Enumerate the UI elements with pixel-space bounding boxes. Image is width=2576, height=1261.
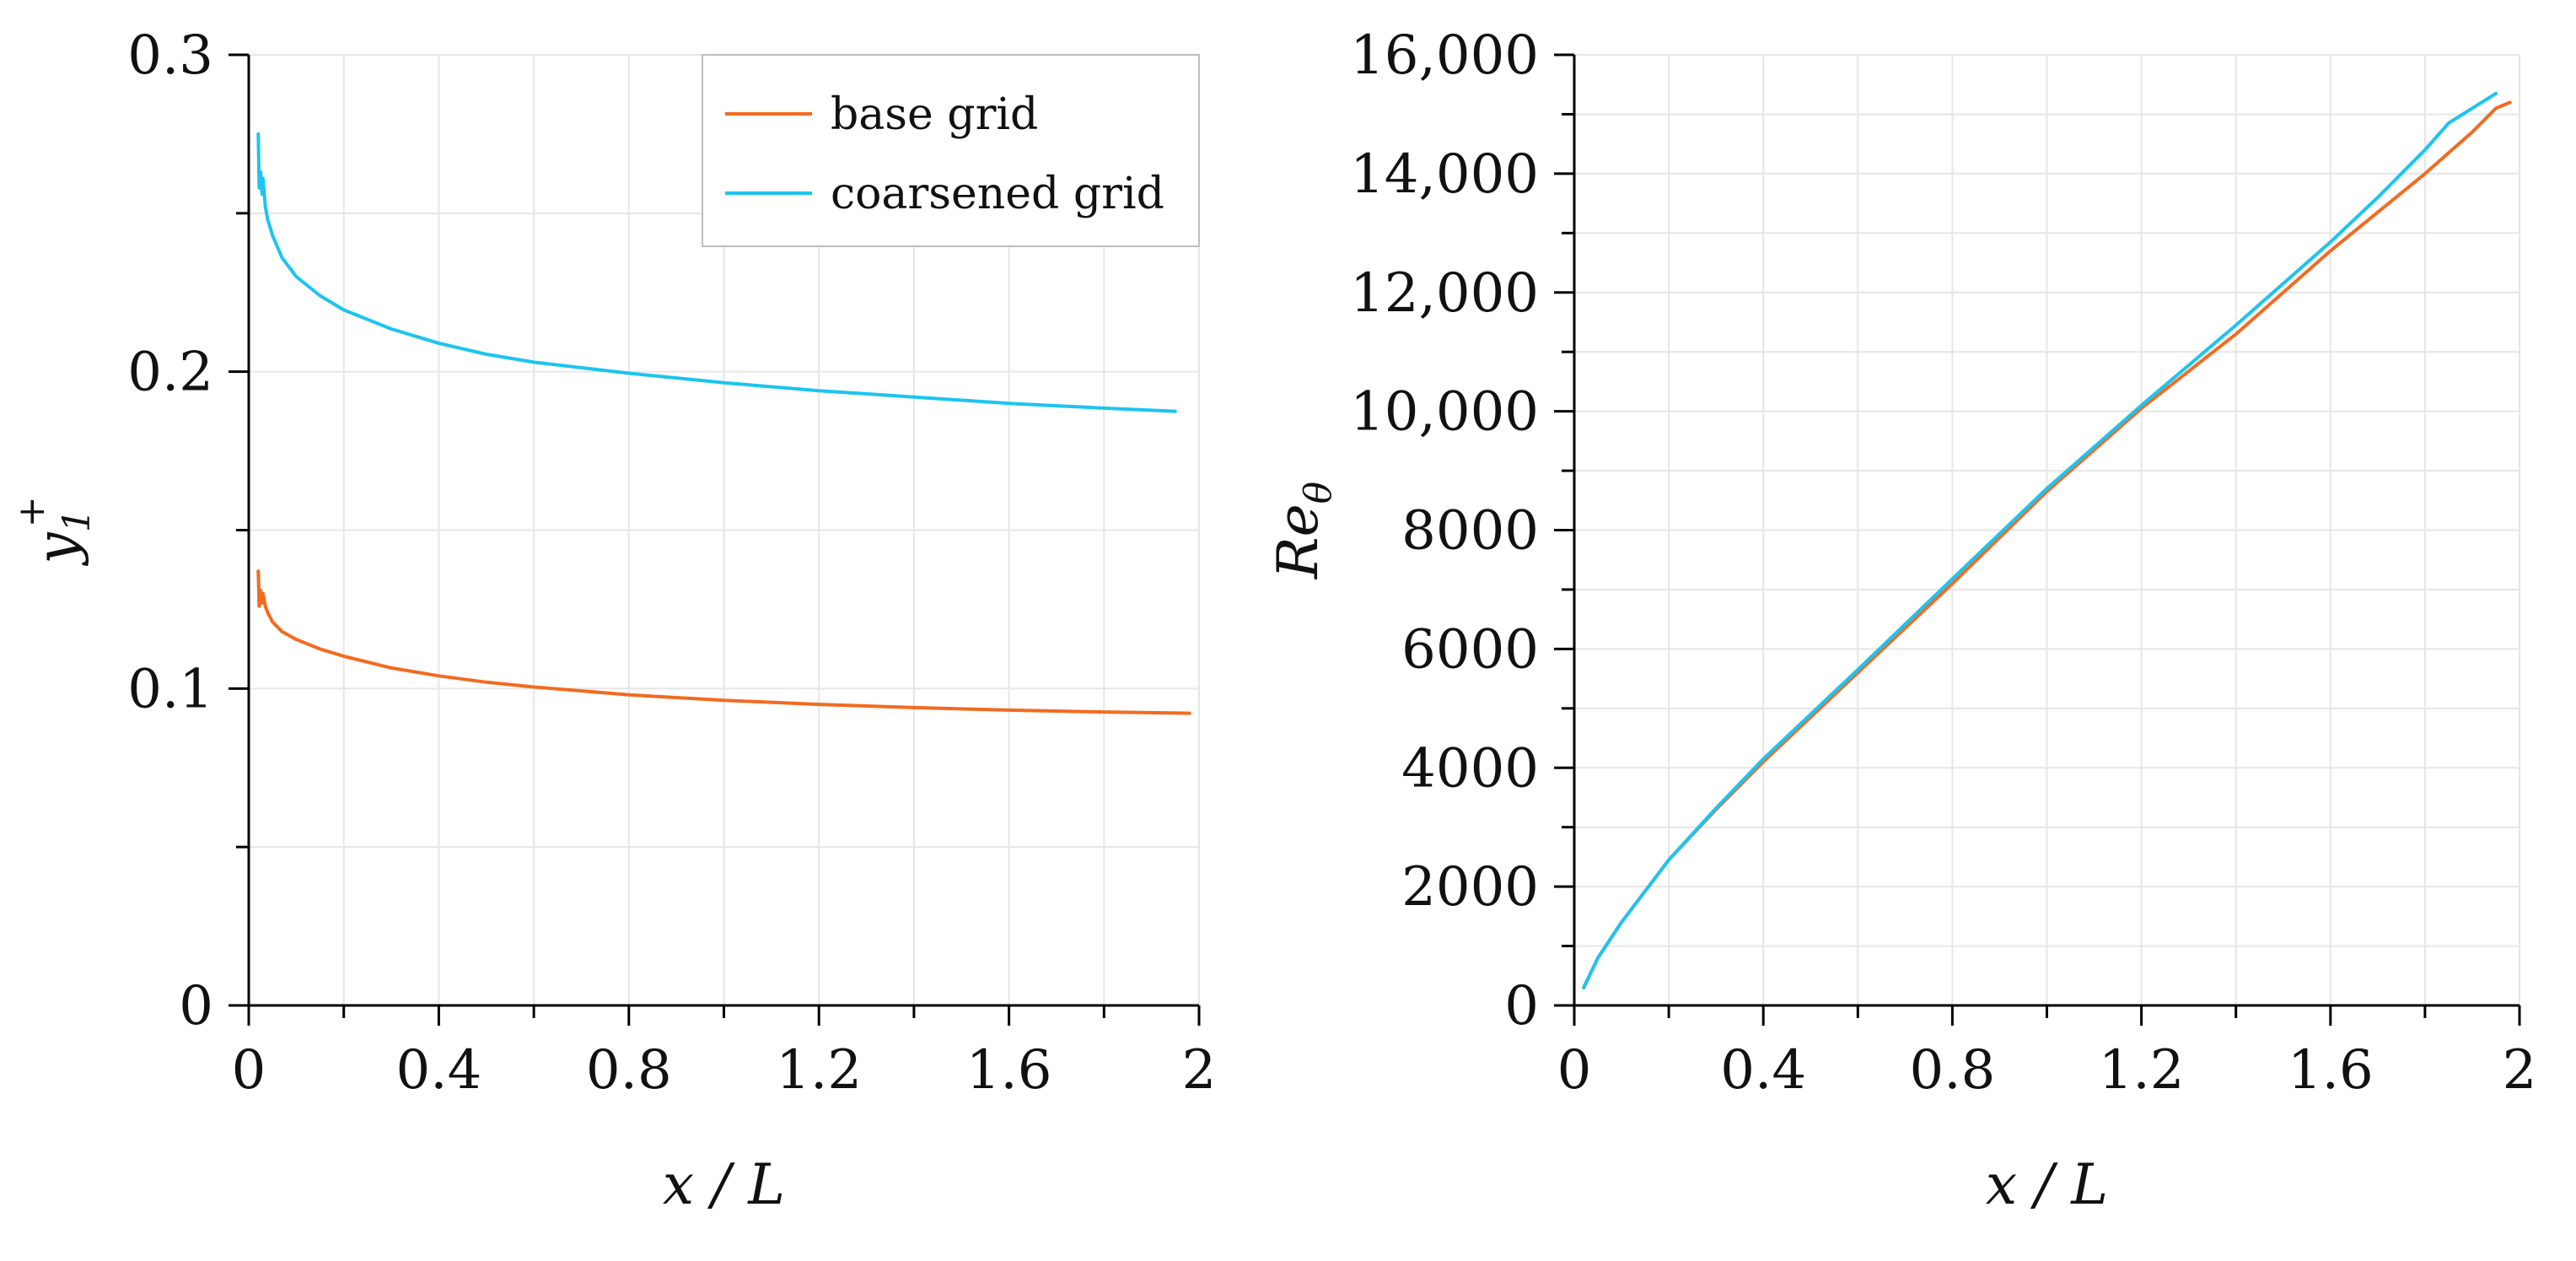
x-tick-label: 0.8 xyxy=(586,1039,672,1102)
y-tick-label: 12,000 xyxy=(1350,262,1539,325)
x-tick-label: 1.2 xyxy=(776,1039,862,1102)
legend-label: base grid xyxy=(831,89,1038,140)
x-tick-label: 2 xyxy=(2503,1039,2537,1102)
x-tick-label: 2 xyxy=(1182,1039,1217,1102)
y-axis-label: Reθ xyxy=(1266,482,1340,579)
y-tick-label: 2000 xyxy=(1401,856,1539,919)
y-tick-label: 0 xyxy=(1504,975,1539,1037)
legend-box xyxy=(702,54,1200,247)
y-tick-label: 16,000 xyxy=(1350,24,1539,87)
x-tick-label: 1.2 xyxy=(2099,1039,2185,1102)
series-line-coarsened-grid xyxy=(1582,91,2498,989)
x-axis-label: x / L xyxy=(1986,1152,2108,1217)
legend-label: coarsened grid xyxy=(831,169,1164,219)
series-line-base-grid xyxy=(256,569,1191,715)
legend: base grid coarsened grid xyxy=(702,54,1200,247)
y1plus-chart-panel: 0 0.4 0.8 1.2 1.6 2 0 0.1 0.2 0.3 x / L y1+ base gri… xyxy=(10,24,1216,1217)
x-tick-label: 0.8 xyxy=(1910,1039,1996,1102)
re-theta-chart-panel: 0 0.4 0.8 1.2 1.6 2 0 2000 4000 6000 8000 10,000 12,… xyxy=(1266,24,2536,1217)
x-tick-label: 0.4 xyxy=(396,1039,482,1102)
x-tick-label: 0 xyxy=(232,1039,266,1102)
y-tick-label: 0.1 xyxy=(127,658,213,720)
x-tick-label: 1.6 xyxy=(2288,1039,2374,1102)
y-tick-label: 10,000 xyxy=(1350,381,1539,444)
series-line-coarsened-grid xyxy=(256,132,1177,413)
y-tick-label: 0.3 xyxy=(127,24,213,87)
y-tick-label: 14,000 xyxy=(1350,143,1539,206)
x-tick-label: 0.4 xyxy=(1720,1039,1806,1102)
y-tick-label: 0.2 xyxy=(127,342,213,404)
y-tick-label: 0 xyxy=(179,975,213,1037)
grid-lines xyxy=(1574,54,2520,1005)
y-axis-label: y1+ xyxy=(10,496,99,566)
y-tick-label: 8000 xyxy=(1401,500,1539,563)
y-tick-label: 4000 xyxy=(1401,737,1539,800)
x-tick-label: 1.6 xyxy=(966,1039,1052,1102)
y-tick-label: 6000 xyxy=(1401,618,1539,681)
x-tick-label: 0 xyxy=(1557,1039,1592,1102)
x-axis-label: x / L xyxy=(663,1152,785,1217)
